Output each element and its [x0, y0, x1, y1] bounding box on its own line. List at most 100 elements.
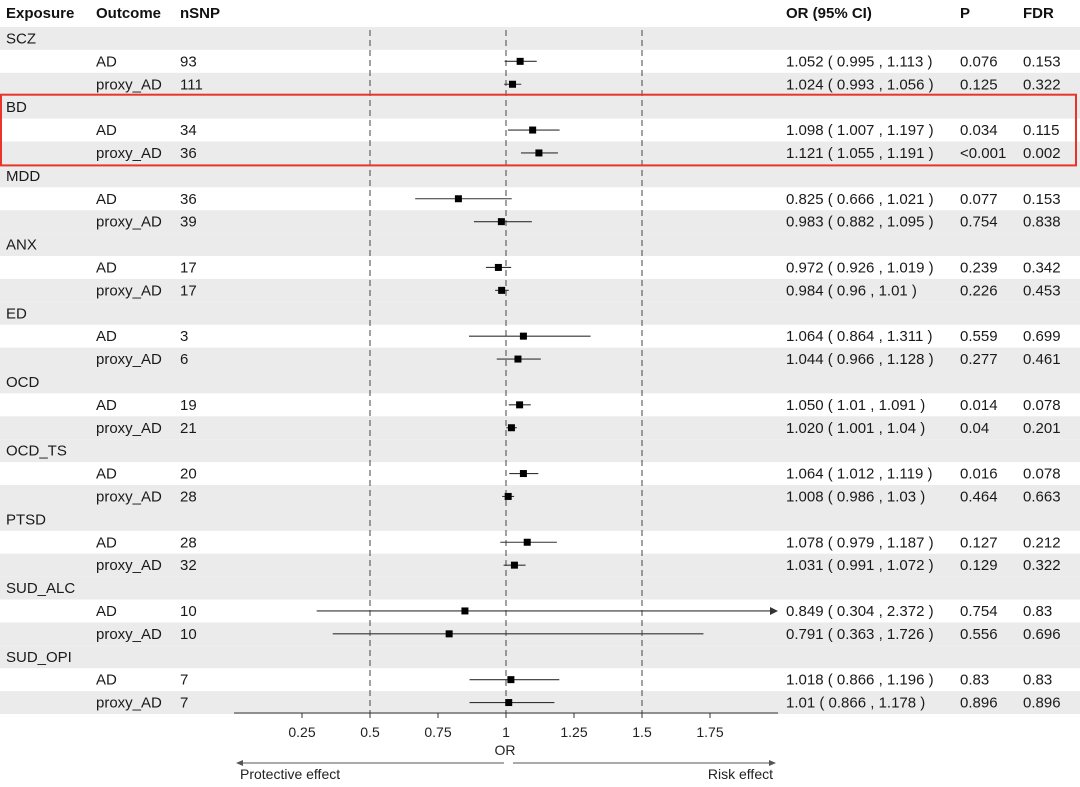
- group-band: [0, 645, 1080, 669]
- fdr-value: 0.153: [1023, 53, 1061, 70]
- outcome-label: proxy_AD: [96, 351, 162, 368]
- header-outcome: Outcome: [96, 5, 161, 22]
- p-value: 0.034: [960, 122, 998, 139]
- p-value: 0.016: [960, 466, 998, 483]
- or-marker: [507, 424, 515, 432]
- outcome-label: proxy_AD: [96, 420, 162, 437]
- tick-label: 0.25: [288, 724, 315, 740]
- or-marker: [507, 676, 515, 684]
- or-marker: [504, 492, 512, 500]
- ci-arrow-head: [770, 606, 778, 615]
- or-marker: [494, 263, 502, 271]
- row-band: [0, 210, 1080, 234]
- x-axis: 0.25 0.5 0.75 1 1.25 1.5 1.75 OR Protective ef…: [234, 712, 778, 782]
- tick-label: 1.75: [696, 724, 723, 740]
- group-band: [0, 507, 1080, 531]
- row-band: [0, 416, 1080, 440]
- nsnp-value: 20: [180, 466, 197, 483]
- row-band: [0, 485, 1080, 508]
- or-ci-value: 0.984 ( 0.96 , 1.01 ): [786, 282, 917, 299]
- or-ci-value: 0.849 ( 0.304 , 2.372 ): [786, 603, 934, 620]
- x-axis-label: OR: [495, 742, 516, 758]
- group-band: [0, 27, 1080, 50]
- outcome-label: proxy_AD: [96, 282, 162, 299]
- or-ci-value: 1.050 ( 1.01 , 1.091 ): [786, 397, 925, 414]
- or-ci-value: 1.121 ( 1.055 , 1.191 ): [786, 145, 934, 162]
- or-marker: [519, 332, 527, 340]
- fdr-value: 0.322: [1023, 76, 1061, 93]
- header-exposure: Exposure: [6, 5, 74, 22]
- p-value: 0.239: [960, 259, 998, 276]
- or-ci-value: 1.01 ( 0.866 , 1.178 ): [786, 695, 925, 712]
- exposure-label: SUD_ALC: [6, 580, 75, 597]
- fdr-value: 0.322: [1023, 557, 1061, 574]
- outcome-label: AD: [96, 53, 117, 70]
- outcome-label: proxy_AD: [96, 145, 162, 162]
- outcome-label: AD: [96, 672, 117, 689]
- exposure-label: ANX: [6, 237, 37, 254]
- outcome-label: AD: [96, 397, 117, 414]
- header-or-ci: OR (95% CI): [786, 5, 872, 22]
- exposure-label: SCZ: [6, 30, 36, 47]
- outcome-label: proxy_AD: [96, 488, 162, 505]
- fdr-value: 0.83: [1023, 603, 1052, 620]
- column-headers: Exposure Outcome nSNP OR (95% CI) P FDR: [6, 5, 1054, 22]
- nsnp-value: 10: [180, 626, 197, 643]
- fdr-value: 0.002: [1023, 145, 1061, 162]
- or-marker: [535, 149, 543, 157]
- or-ci-value: 1.018 ( 0.866 , 1.196 ): [786, 672, 934, 689]
- nsnp-value: 17: [180, 259, 197, 276]
- fdr-value: 0.699: [1023, 328, 1061, 345]
- p-value: 0.226: [960, 282, 998, 299]
- fdr-value: 0.453: [1023, 282, 1061, 299]
- forest-marks: [316, 57, 778, 707]
- or-marker: [509, 80, 517, 88]
- outcome-label: proxy_AD: [96, 695, 162, 712]
- nsnp-value: 17: [180, 282, 197, 299]
- outcome-label: proxy_AD: [96, 76, 162, 93]
- protective-arrow-head: [236, 760, 243, 766]
- or-marker: [523, 538, 531, 546]
- p-value: <0.001: [960, 145, 1006, 162]
- or-ci-value: 0.972 ( 0.926 , 1.019 ): [786, 259, 934, 276]
- or-ci-value: 1.064 ( 0.864 , 1.311 ): [786, 328, 933, 345]
- fdr-value: 0.115: [1023, 122, 1059, 139]
- nsnp-value: 28: [180, 488, 197, 505]
- nsnp-value: 6: [180, 351, 188, 368]
- or-ci-value: 1.044 ( 0.966 , 1.128 ): [786, 351, 934, 368]
- or-ci-value: 0.791 ( 0.363 , 1.726 ): [786, 626, 934, 643]
- group-band: [0, 439, 1080, 463]
- nsnp-value: 3: [180, 328, 188, 345]
- or-marker: [510, 561, 518, 569]
- p-value: 0.076: [960, 53, 998, 70]
- nsnp-value: 36: [180, 191, 197, 208]
- fdr-value: 0.342: [1023, 259, 1061, 276]
- nsnp-value: 28: [180, 534, 197, 551]
- nsnp-value: 93: [180, 53, 197, 70]
- tick-label: 1.5: [632, 724, 652, 740]
- or-marker: [497, 218, 505, 226]
- p-value: 0.125: [960, 76, 998, 93]
- outcome-label: proxy_AD: [96, 626, 162, 643]
- tick-label: 1: [502, 724, 510, 740]
- or-ci-value: 1.008 ( 0.986 , 1.03 ): [786, 488, 925, 505]
- p-value: 0.83: [960, 672, 989, 689]
- p-value: 0.014: [960, 397, 998, 414]
- reference-lines: [369, 30, 643, 713]
- or-marker: [519, 470, 527, 478]
- group-band: [0, 370, 1080, 394]
- header-nsnp: nSNP: [180, 5, 220, 22]
- header-p: P: [960, 5, 970, 22]
- or-ci-value: 1.024 ( 0.993 , 1.056 ): [786, 76, 934, 93]
- group-band: [0, 233, 1080, 256]
- fdr-value: 0.896: [1023, 695, 1061, 712]
- or-ci-value: 1.098 ( 1.007 , 1.197 ): [786, 122, 934, 139]
- outcome-label: AD: [96, 466, 117, 483]
- fdr-value: 0.663: [1023, 488, 1061, 505]
- fdr-value: 0.83: [1023, 672, 1052, 689]
- p-value: 0.129: [960, 557, 998, 574]
- row-band: [0, 553, 1080, 577]
- exposure-label: PTSD: [6, 511, 46, 528]
- group-band: [0, 95, 1080, 119]
- fdr-value: 0.461: [1023, 351, 1061, 368]
